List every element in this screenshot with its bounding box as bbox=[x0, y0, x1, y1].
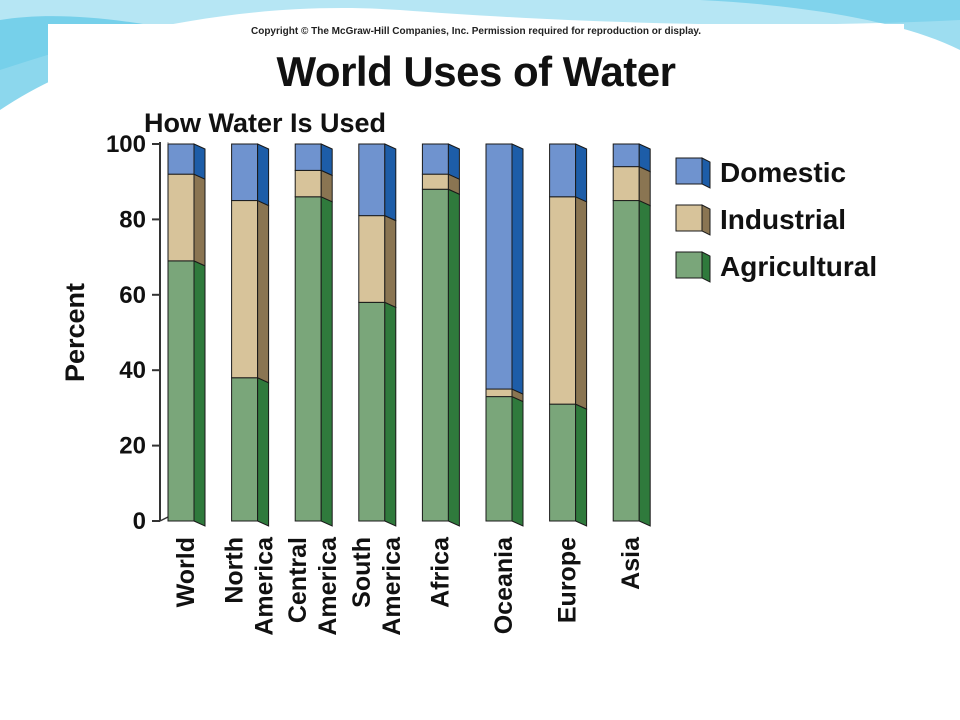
x-category-label: North bbox=[221, 537, 249, 604]
legend-label-industrial: Industrial bbox=[720, 204, 846, 235]
legend-label-domestic: Domestic bbox=[720, 157, 846, 188]
legend-swatch-domestic bbox=[675, 157, 703, 185]
bar-segment-side-agricultural bbox=[575, 403, 588, 527]
bar-segment-side-industrial bbox=[384, 214, 397, 309]
bar-segment-agricultural bbox=[231, 377, 259, 522]
legend-label-agricultural: Agricultural bbox=[720, 251, 877, 282]
x-category-label: Central bbox=[284, 537, 312, 623]
bar-segment-domestic bbox=[421, 143, 449, 175]
bar-segment-industrial bbox=[294, 169, 322, 198]
bar-segment-industrial bbox=[612, 166, 640, 202]
bar-segment-industrial bbox=[167, 173, 195, 262]
y-tick-label: 0 bbox=[133, 508, 146, 535]
slide-swoosh-top bbox=[0, 0, 960, 70]
bar-segment-side-agricultural bbox=[511, 395, 524, 527]
legend-swatch-side-industrial bbox=[701, 204, 711, 236]
bar-segment-side-industrial bbox=[575, 196, 588, 410]
bar-segment-side-domestic bbox=[320, 143, 333, 177]
bar-segment-side-industrial bbox=[257, 199, 270, 384]
bar-segment-industrial bbox=[231, 200, 259, 379]
bar-segment-domestic bbox=[358, 143, 386, 217]
x-category-label: America bbox=[314, 536, 342, 636]
x-category-label: Asia bbox=[617, 536, 645, 590]
legend-swatch-agricultural bbox=[675, 251, 703, 279]
chart-subtitle: How Water Is Used bbox=[144, 108, 387, 138]
bar-segment-side-agricultural bbox=[447, 188, 460, 527]
bar-segment-side-domestic bbox=[511, 143, 524, 395]
bar-segment-side-domestic bbox=[638, 143, 651, 173]
bar-segment-agricultural bbox=[549, 403, 577, 522]
bar-segment-domestic bbox=[549, 143, 577, 198]
bar-segment-agricultural bbox=[485, 396, 513, 522]
bar-segment-side-agricultural bbox=[257, 376, 270, 527]
bar-segment-domestic bbox=[612, 143, 640, 168]
legend-swatch-industrial bbox=[675, 204, 703, 232]
bar-segment-industrial bbox=[485, 388, 513, 398]
bar-segment-domestic bbox=[231, 143, 259, 202]
bar-segment-side-domestic bbox=[384, 143, 397, 222]
bar-segment-agricultural bbox=[421, 188, 449, 522]
bar-segment-industrial bbox=[421, 173, 449, 190]
chart-panel: Copyright © The McGraw-Hill Companies, I… bbox=[48, 24, 904, 664]
x-category-label: America bbox=[378, 536, 406, 636]
copyright-notice: Copyright © The McGraw-Hill Companies, I… bbox=[250, 26, 702, 37]
x-category-label: South bbox=[348, 537, 376, 608]
bar-segment-side-industrial bbox=[638, 165, 651, 207]
x-category-label: Africa bbox=[426, 536, 454, 608]
legend-swatch-side-agricultural bbox=[701, 251, 711, 283]
y-tick-label: 40 bbox=[119, 357, 146, 384]
bar-segment-side-domestic bbox=[575, 143, 588, 203]
bar-segment-agricultural bbox=[358, 301, 386, 522]
bar-segment-side-domestic bbox=[193, 143, 206, 180]
x-category-label: World bbox=[172, 537, 200, 607]
bar-segment-side-agricultural bbox=[320, 196, 333, 527]
bar-segment-side-industrial bbox=[193, 173, 206, 267]
y-tick-label: 60 bbox=[119, 282, 146, 309]
slide-swoosh-right bbox=[700, 0, 960, 50]
bar-segment-domestic bbox=[294, 143, 322, 171]
bar-segment-domestic bbox=[167, 143, 195, 175]
bar-segment-domestic bbox=[485, 143, 513, 390]
bar-segment-agricultural bbox=[294, 196, 322, 522]
bar-segment-industrial bbox=[549, 196, 577, 405]
bar-segment-side-domestic bbox=[447, 143, 460, 180]
x-category-label: America bbox=[251, 536, 279, 636]
chart-title: World Uses of Water bbox=[276, 48, 676, 95]
legend-swatch-side-domestic bbox=[701, 157, 711, 189]
bar-segment-side-agricultural bbox=[384, 301, 397, 527]
bar-segment-side-domestic bbox=[257, 143, 270, 207]
y-tick-label: 100 bbox=[106, 131, 146, 158]
y-tick-label: 20 bbox=[119, 433, 146, 460]
x-category-label: Oceania bbox=[490, 536, 518, 634]
bar-segment-side-agricultural bbox=[638, 199, 651, 527]
bar-segment-agricultural bbox=[612, 200, 640, 522]
bar-segment-side-agricultural bbox=[193, 260, 206, 527]
bar-segment-agricultural bbox=[167, 260, 195, 522]
y-axis-title: Percent bbox=[60, 283, 90, 382]
axis-floor-edge bbox=[159, 516, 169, 522]
y-tick-label: 80 bbox=[119, 206, 146, 233]
x-category-label: Europe bbox=[554, 537, 582, 623]
bar-segment-industrial bbox=[358, 215, 386, 303]
